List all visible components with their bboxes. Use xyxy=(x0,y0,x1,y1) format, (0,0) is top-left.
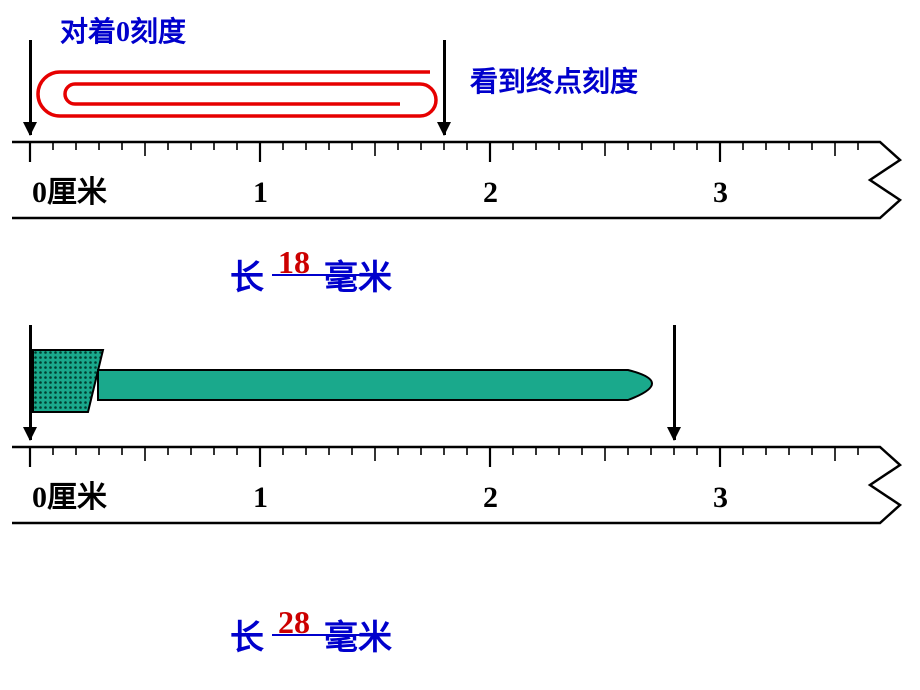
ruler-1: 0厘米 1 2 3 xyxy=(10,140,910,220)
paperclip-shape xyxy=(30,60,450,130)
unit-1: 毫米 xyxy=(324,260,392,297)
ruler1-label-0: 0厘米 xyxy=(32,176,107,209)
result-1: 长18毫米 xyxy=(230,250,392,299)
ruler2-label-1: 1 xyxy=(253,481,268,514)
ruler2-label-2: 2 xyxy=(483,481,498,514)
label-align-zero: 对着0刻度 xyxy=(60,10,186,50)
unit-2: 毫米 xyxy=(324,620,392,657)
nail-shape xyxy=(28,340,698,430)
ruler2-label-3: 3 xyxy=(713,481,728,514)
ruler-2: 0厘米 1 2 3 xyxy=(10,445,910,525)
label-see-endpoint: 看到终点刻度 xyxy=(470,60,638,100)
ruler1-label-1: 1 xyxy=(253,176,268,209)
result-2: 长28毫米 xyxy=(230,610,392,659)
length-prefix-1: 长 xyxy=(230,260,264,297)
length-prefix-2: 长 xyxy=(230,620,264,657)
ruler1-label-2: 2 xyxy=(483,176,498,209)
ruler2-label-0: 0厘米 xyxy=(32,481,107,514)
ruler1-label-3: 3 xyxy=(713,176,728,209)
